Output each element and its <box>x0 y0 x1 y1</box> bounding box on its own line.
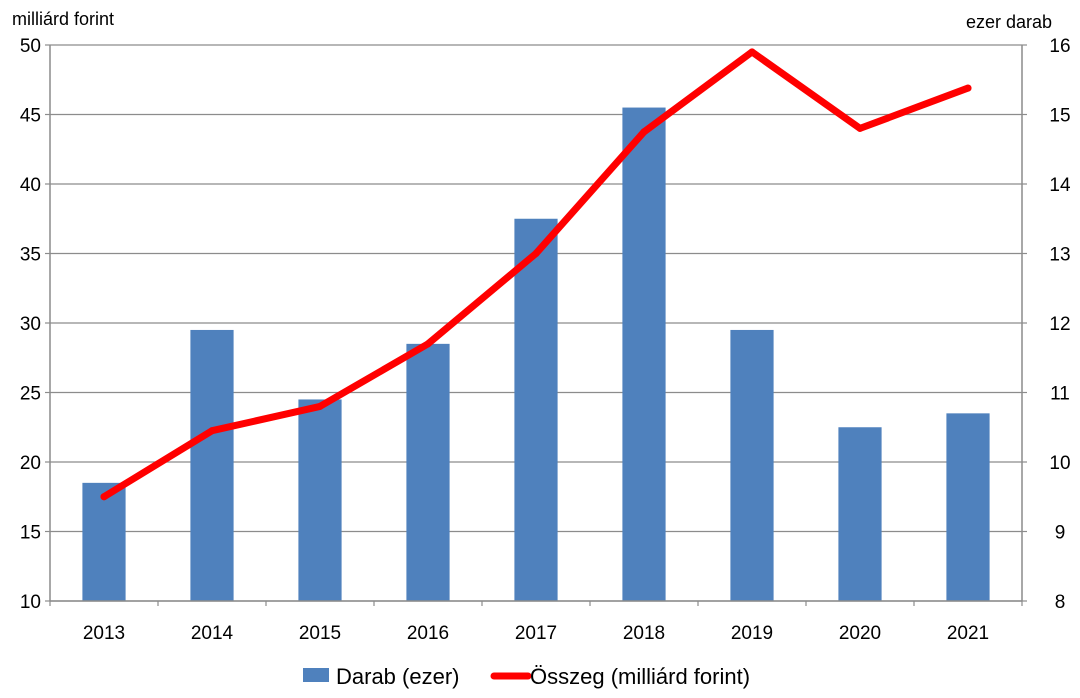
bar-2013 <box>82 482 126 601</box>
left-tick-label: 35 <box>20 245 41 266</box>
x-tick-label: 2014 <box>191 623 234 644</box>
bar-2015 <box>298 399 342 601</box>
left-tick-label: 40 <box>20 175 41 196</box>
legend: Darab (ezer) Összeg (milliárd forint) <box>303 664 750 689</box>
right-tick-label: 9 <box>1055 523 1066 544</box>
x-tick-label: 2020 <box>839 623 881 644</box>
point-2019 <box>748 48 756 56</box>
right-tick-label: 11 <box>1050 384 1070 405</box>
axes: 10 15 20 25 30 35 40 45 50 8 9 10 11 12 13 14 15 16 2013 20… <box>20 36 1071 644</box>
left-tick-label: 15 <box>20 523 41 544</box>
x-tick-label: 2015 <box>299 623 341 644</box>
left-tick-label: 10 <box>20 592 41 613</box>
x-tick-label: 2013 <box>83 623 125 644</box>
bar-2021 <box>946 413 990 601</box>
bar-2019 <box>730 329 774 601</box>
bar-2018 <box>622 107 666 602</box>
line-series <box>100 48 972 501</box>
x-tick-label: 2016 <box>407 623 449 644</box>
legend-label-line: Összeg (milliárd forint) <box>530 664 750 689</box>
point-2014 <box>208 427 216 435</box>
point-2013 <box>100 493 108 501</box>
point-2015 <box>316 402 324 410</box>
left-tick-label: 25 <box>20 384 41 405</box>
x-tick-label: 2021 <box>947 623 989 644</box>
right-axis-unit-label: ezer darab <box>966 12 1052 32</box>
legend-swatch-bar <box>303 668 329 682</box>
left-tick-label: 20 <box>20 453 41 474</box>
bar-2016 <box>406 343 450 601</box>
point-2017 <box>532 250 540 257</box>
left-tick-label: 50 <box>20 36 41 57</box>
left-tick-label: 45 <box>20 106 41 127</box>
right-tick-label: 15 <box>1049 106 1070 127</box>
right-tick-label: 10 <box>1049 453 1070 474</box>
bar-2017 <box>514 218 558 601</box>
bar-series <box>82 107 990 602</box>
right-tick-label: 8 <box>1055 592 1066 613</box>
x-tick-label: 2019 <box>731 623 773 644</box>
x-tick-label: 2017 <box>515 623 557 644</box>
right-tick-label: 14 <box>1049 175 1071 196</box>
right-tick-label: 12 <box>1049 314 1070 335</box>
bar-2020 <box>838 427 882 601</box>
x-tick-label: 2018 <box>623 623 665 644</box>
point-2021 <box>964 84 972 92</box>
point-2020 <box>856 124 864 132</box>
point-2018 <box>640 128 648 136</box>
legend-label-bar: Darab (ezer) <box>336 664 459 689</box>
right-tick-label: 13 <box>1049 245 1070 266</box>
point-2016 <box>424 340 432 348</box>
left-axis-unit-label: milliárd forint <box>12 9 114 29</box>
left-tick-label: 30 <box>20 314 41 335</box>
right-tick-label: 16 <box>1049 36 1070 57</box>
bar-2014 <box>190 329 234 601</box>
